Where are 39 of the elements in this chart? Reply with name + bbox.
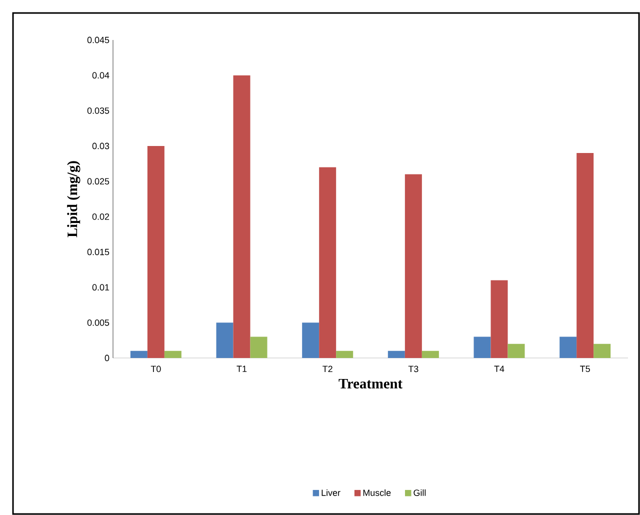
- legend-label: Muscle: [363, 489, 391, 496]
- y-tick-label: 0.01: [92, 284, 110, 290]
- bar: [508, 344, 525, 358]
- y-tick-label: 0.03: [92, 142, 110, 150]
- bar: [490, 280, 508, 358]
- bar: [164, 350, 182, 358]
- x-tick-label: T2: [322, 366, 332, 372]
- bar: [130, 350, 148, 358]
- bar: [474, 336, 491, 358]
- x-tick-label: T5: [580, 366, 590, 372]
- bar: [216, 322, 234, 358]
- legend-label: Gill: [414, 489, 426, 496]
- bar: [233, 75, 250, 358]
- y-tick-label: 0.04: [92, 72, 110, 79]
- bar: [404, 174, 422, 358]
- bar: [250, 336, 268, 358]
- x-tick-label: T4: [494, 366, 504, 372]
- y-tick-label: 0.015: [87, 248, 110, 256]
- bar: [319, 167, 336, 358]
- y-tick-label: 0.045: [87, 36, 110, 44]
- y-tick-label: 0.02: [92, 213, 110, 220]
- bar: [422, 350, 439, 358]
- x-tick-label: T3: [408, 366, 418, 372]
- y-tick-label: 0.005: [87, 319, 110, 326]
- bar: [560, 336, 577, 358]
- bar: [576, 153, 594, 358]
- y-tick-label: 0.025: [87, 178, 110, 185]
- x-tick-label: T0: [150, 366, 161, 372]
- y-axis-title: Lipid (mg/g): [67, 161, 80, 238]
- bar: [302, 322, 320, 358]
- x-axis-title: Treatment: [338, 378, 402, 388]
- bar: [388, 350, 405, 358]
- bar: [594, 344, 611, 358]
- y-tick-label: 0: [104, 354, 110, 362]
- bar: [336, 350, 354, 358]
- bar: [147, 146, 164, 358]
- y-tick-label: 0.035: [87, 107, 110, 114]
- x-tick-label: T1: [236, 366, 247, 372]
- legend-label: Liver: [322, 489, 340, 496]
